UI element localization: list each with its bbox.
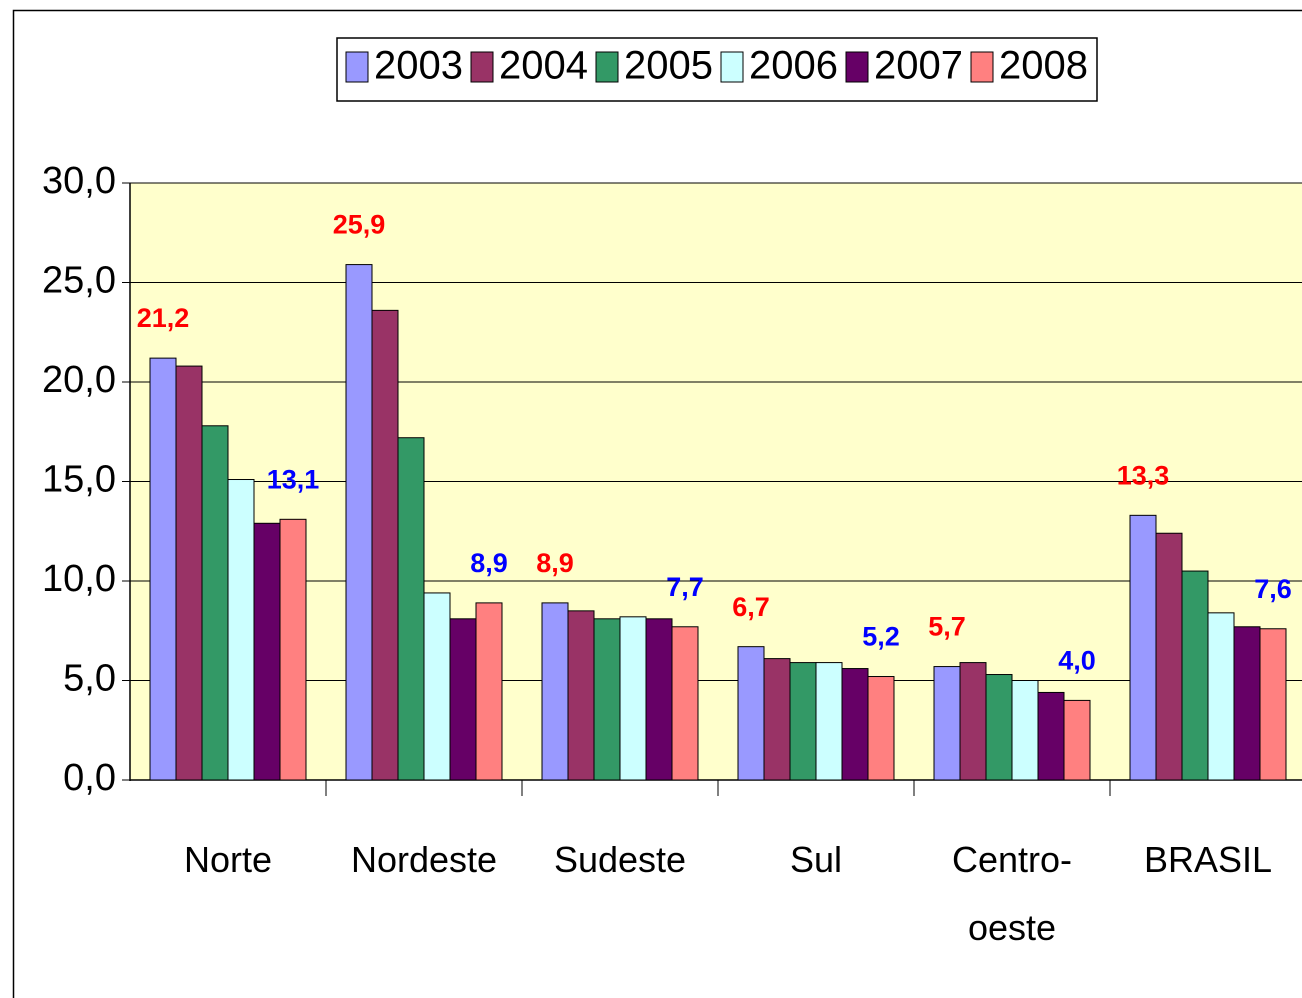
bar <box>1129 514 1157 781</box>
bar <box>763 658 791 781</box>
bar <box>423 592 451 781</box>
bar <box>841 668 869 781</box>
y-tick-label: 15,0 <box>42 459 116 501</box>
legend-box <box>336 37 1098 102</box>
x-tick-label: BRASIL <box>1143 839 1273 880</box>
bar <box>1063 699 1091 781</box>
bar <box>1207 612 1235 781</box>
x-tick-label: Nordeste <box>350 839 498 880</box>
x-tick-label: Norte <box>183 839 273 880</box>
bar <box>449 618 477 781</box>
bar <box>737 646 765 781</box>
bar <box>227 479 255 781</box>
y-tick-label: 5,0 <box>63 658 116 700</box>
legend-label: 2003 <box>374 44 463 88</box>
bar <box>619 616 647 781</box>
data-label: 8,9 <box>536 548 574 578</box>
bar <box>371 309 399 781</box>
data-label: 13,3 <box>1117 460 1170 490</box>
data-label: 13,1 <box>267 464 320 494</box>
bar <box>475 602 503 781</box>
data-label: 7,7 <box>666 572 704 602</box>
bar <box>1181 570 1209 781</box>
bar <box>279 518 307 781</box>
data-label: 5,7 <box>928 612 966 642</box>
y-tick-label: 30,0 <box>42 160 116 202</box>
legend-swatch <box>595 51 619 83</box>
x-tick-label: Sudeste <box>553 839 687 880</box>
bar <box>541 602 569 781</box>
data-label: 8,9 <box>470 548 508 578</box>
y-tick-label: 20,0 <box>42 359 116 401</box>
x-tick-label: Sul <box>789 839 843 880</box>
bar <box>815 662 843 781</box>
data-label: 21,2 <box>137 303 190 333</box>
data-label: 5,2 <box>862 622 900 652</box>
bar <box>1155 532 1183 781</box>
bar <box>1259 628 1287 781</box>
legend-swatch <box>470 51 494 83</box>
bar <box>671 626 699 781</box>
data-label: 4,0 <box>1058 646 1096 676</box>
bar <box>959 662 987 781</box>
bar <box>593 618 621 781</box>
bar <box>1011 680 1039 781</box>
y-tick-label: 0,0 <box>63 757 116 799</box>
bar <box>567 610 595 781</box>
legend-label: 2008 <box>999 44 1088 88</box>
data-label: 6,7 <box>732 592 770 622</box>
data-label: 7,6 <box>1254 574 1292 604</box>
legend-swatch <box>345 51 369 83</box>
bar <box>645 618 673 781</box>
y-tick-label: 25,0 <box>42 260 116 302</box>
bar <box>175 365 203 781</box>
bar <box>985 674 1013 781</box>
legend-swatch <box>845 51 869 83</box>
bar <box>1233 626 1261 781</box>
bar <box>933 666 961 781</box>
x-tick-label: Centro-oeste <box>951 839 1073 948</box>
legend-label: 2005 <box>624 44 713 88</box>
bar <box>149 357 177 781</box>
legend-label: 2004 <box>499 44 588 88</box>
data-label: 25,9 <box>333 210 386 240</box>
legend-swatch <box>720 51 744 83</box>
bar <box>397 437 425 781</box>
legend-swatch <box>970 51 994 83</box>
bar <box>789 662 817 781</box>
bar <box>253 522 281 781</box>
bar <box>201 425 229 781</box>
bar <box>1037 691 1065 781</box>
bar <box>867 676 895 781</box>
legend-label: 2006 <box>749 44 838 88</box>
outer-border <box>12 9 1302 998</box>
y-tick-label: 10,0 <box>42 558 116 600</box>
bar <box>345 264 373 781</box>
legend-label: 2007 <box>874 44 963 88</box>
